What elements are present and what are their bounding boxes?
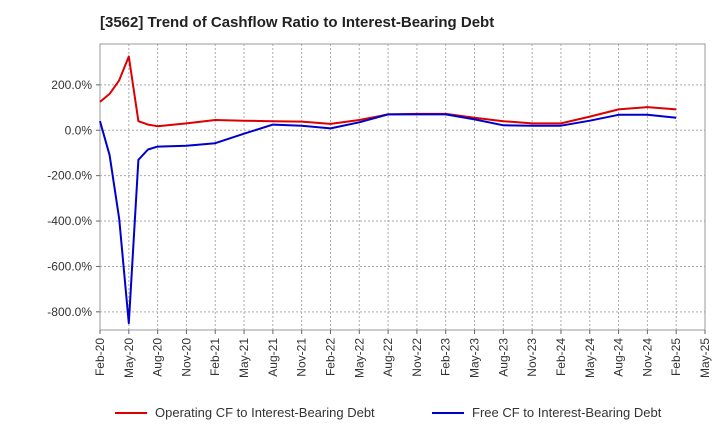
series-layer — [99, 55, 677, 325]
series-line-operating-cf — [99, 55, 677, 128]
x-tick-label: Aug-24 — [612, 338, 626, 377]
x-tick-label: Feb-22 — [323, 338, 337, 376]
x-tick-label: May-25 — [698, 338, 712, 378]
x-tick-label: Feb-20 — [93, 338, 107, 376]
plot-frame — [99, 43, 706, 331]
y-tick-label: 0.0% — [65, 123, 93, 137]
x-tick-label: Nov-20 — [179, 338, 193, 377]
legend-item-operating-cf: Operating CF to Interest-Bearing Debt — [115, 405, 375, 420]
x-tick-label: Nov-22 — [410, 338, 424, 377]
x-tick-label: Feb-21 — [208, 338, 222, 376]
x-tick-label: Nov-23 — [525, 338, 539, 377]
x-tick-label: Nov-24 — [640, 338, 654, 377]
y-tick-label: -400.0% — [47, 214, 92, 228]
x-tick-label: Aug-22 — [381, 338, 395, 377]
y-tick-label: -200.0% — [47, 169, 92, 183]
y-axis-ticks: 200.0% 0.0% -200.0% -400.0% -600.0% -800.0% — [47, 78, 100, 319]
legend: Operating CF to Interest-Bearing Debt Fr… — [0, 405, 720, 425]
series-line-free-cf — [99, 113, 677, 325]
x-tick-label: Nov-21 — [295, 338, 309, 377]
x-tick-label: Feb-25 — [669, 338, 683, 376]
x-tick-label: May-23 — [468, 338, 482, 378]
x-tick-label: Feb-23 — [439, 338, 453, 376]
legend-swatch-operating-cf — [115, 411, 147, 414]
y-tick-label: -600.0% — [47, 259, 92, 273]
x-tick-label: May-22 — [352, 338, 366, 378]
legend-label-free-cf: Free CF to Interest-Bearing Debt — [472, 405, 662, 420]
y-tick-label: -800.0% — [47, 305, 92, 319]
x-tick-label: Aug-20 — [151, 338, 165, 377]
x-tick-label: May-20 — [122, 338, 136, 378]
chart-title: [3562] Trend of Cashflow Ratio to Intere… — [100, 14, 495, 31]
legend-item-free-cf: Free CF to Interest-Bearing Debt — [432, 405, 661, 420]
x-tick-label: Aug-23 — [496, 338, 510, 377]
legend-label-operating-cf: Operating CF to Interest-Bearing Debt — [155, 405, 375, 420]
y-tick-label: 200.0% — [51, 78, 92, 92]
x-tick-label: Aug-21 — [266, 338, 280, 377]
x-axis-ticks: Feb-20 May-20 Aug-20 Nov-20 Feb-21 May-21 Aug-… — [93, 330, 712, 378]
x-tick-label: May-24 — [583, 338, 597, 378]
x-tick-label: Feb-24 — [554, 338, 568, 376]
x-tick-label: May-21 — [237, 338, 251, 378]
grid-layer — [100, 44, 705, 330]
legend-swatch-free-cf — [432, 411, 464, 414]
